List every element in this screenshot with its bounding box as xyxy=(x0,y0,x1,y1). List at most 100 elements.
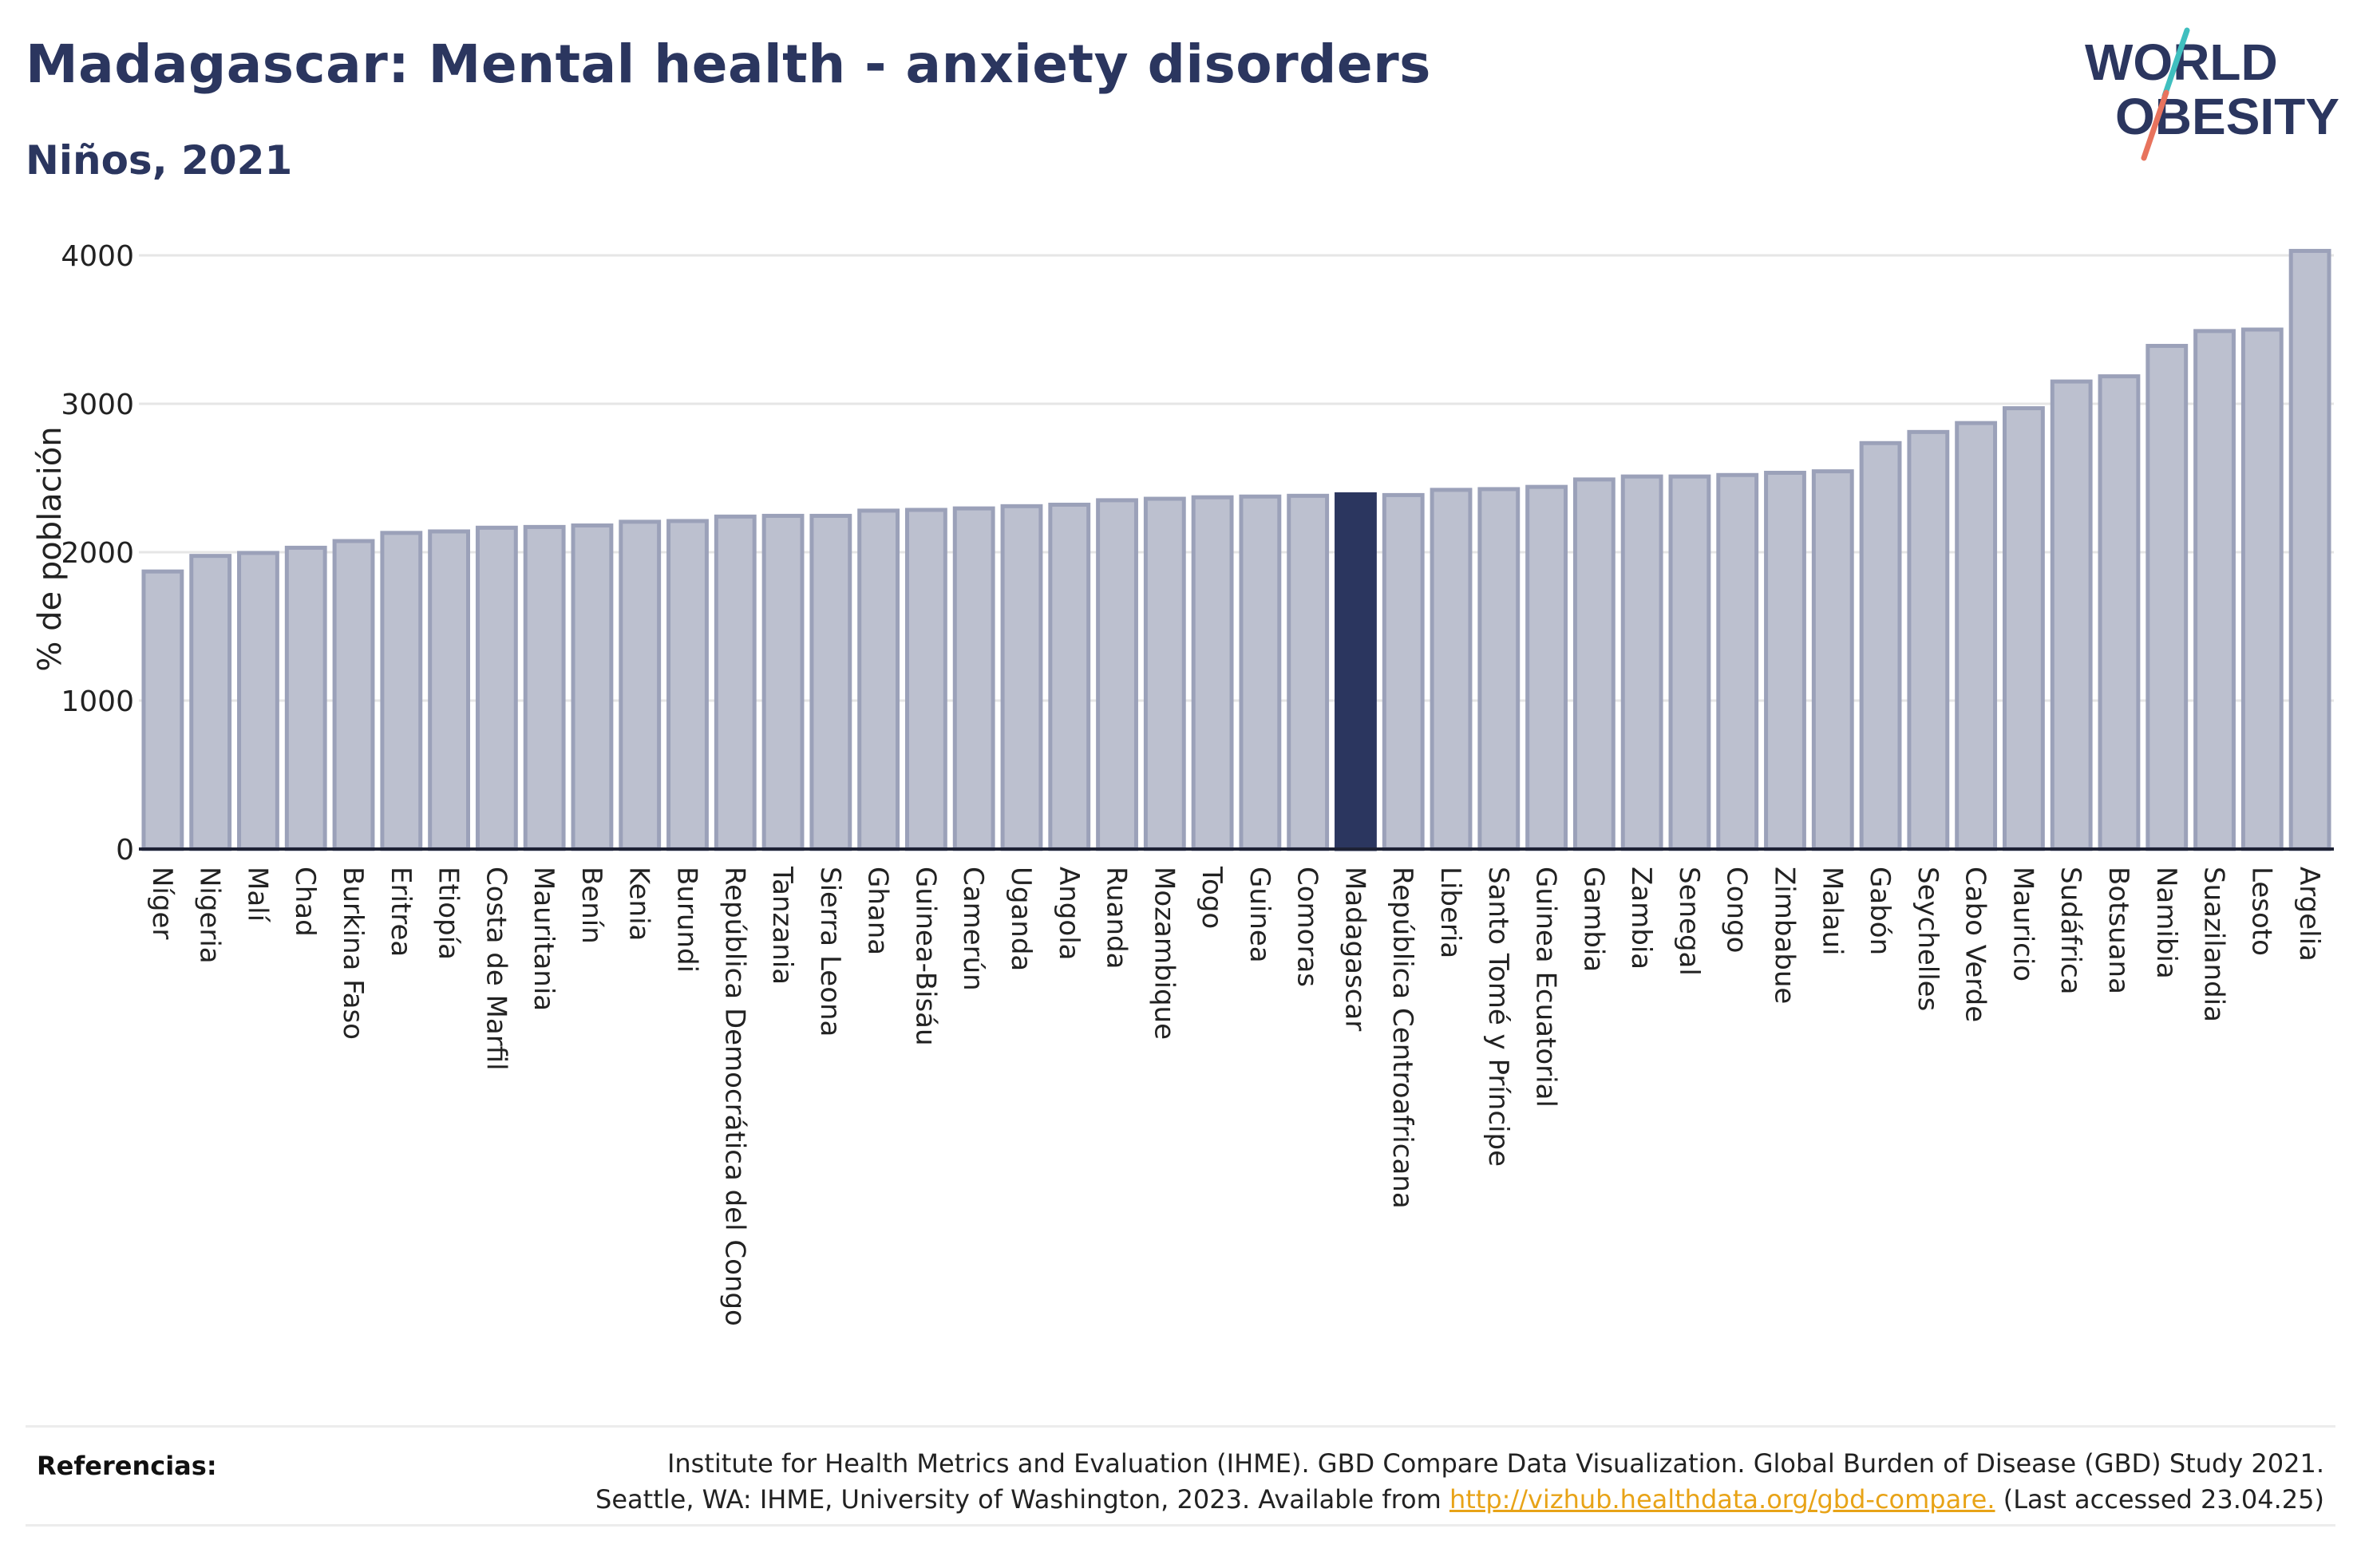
x-tick-label: Sierra Leona xyxy=(814,867,846,1037)
y-tick-label: 2000 xyxy=(61,537,134,570)
bar xyxy=(1811,469,1854,851)
bar xyxy=(571,523,614,851)
footer-divider-bottom xyxy=(26,1524,2335,1527)
bar xyxy=(284,545,327,851)
x-tick-label: Níger xyxy=(146,867,178,939)
bar xyxy=(666,519,709,851)
bar xyxy=(1907,429,1950,851)
bar xyxy=(2098,374,2141,851)
x-tick-label: Etiopía xyxy=(433,867,465,960)
bar xyxy=(1955,421,1998,851)
x-tick-label: Botsuana xyxy=(2102,867,2134,994)
bar xyxy=(857,508,900,851)
x-tick-label: Angola xyxy=(1053,867,1085,960)
x-tick-label: Zimbabue xyxy=(1769,867,1801,1004)
x-tick-label: Burundi xyxy=(671,867,703,973)
x-tick-label: Camerún xyxy=(957,867,989,991)
bar xyxy=(809,513,852,851)
bar xyxy=(1668,474,1711,851)
x-tick-label: Argelia xyxy=(2293,867,2325,962)
x-tick-label: Guinea Ecuatorial xyxy=(1530,867,1562,1108)
x-tick-label: Benín xyxy=(575,867,607,944)
x-tick-label: Eritrea xyxy=(385,867,417,957)
logo-slash-teal xyxy=(2161,27,2190,99)
x-tick-label: Guinea-Bisáu xyxy=(909,867,941,1046)
bar-chart: 0 1000 2000 3000 4000 % de población Níger Nige… xyxy=(32,240,2334,1326)
x-tick-label: Burkina Faso xyxy=(337,867,369,1040)
bar xyxy=(2288,248,2331,851)
x-tick-label: Kenia xyxy=(623,867,655,941)
x-tick-label: Uganda xyxy=(1005,867,1037,971)
world-obesity-logo: WORLD OBESITY xyxy=(2085,27,2339,161)
bar xyxy=(2240,327,2284,851)
bar xyxy=(1143,496,1186,851)
bar xyxy=(1477,487,1521,851)
bar xyxy=(2003,406,2045,851)
x-tick-label: Seychelles xyxy=(1912,867,1944,1011)
reference-line-2-suffix: (Last accessed 23.04.25) xyxy=(1995,1484,2324,1515)
bar xyxy=(1572,477,1616,851)
y-tick-label: 4000 xyxy=(61,240,134,273)
logo-slash-coral xyxy=(2141,89,2169,161)
bar xyxy=(1430,488,1473,851)
x-tick-label: Tanzania xyxy=(766,866,798,985)
bar xyxy=(1000,504,1043,851)
bar xyxy=(1525,484,1568,851)
x-tick-label: Namibia xyxy=(2150,867,2182,979)
bar xyxy=(1335,492,1377,851)
y-tick-label: 0 xyxy=(116,834,134,867)
bar xyxy=(952,506,995,851)
footer-divider-top xyxy=(26,1425,2335,1428)
bar xyxy=(237,551,279,851)
bar xyxy=(1716,472,1759,851)
bar xyxy=(141,569,184,851)
bar xyxy=(332,539,375,851)
y-tick-label: 3000 xyxy=(61,389,134,421)
x-tick-label: Congo xyxy=(1721,867,1753,953)
chart-subtitle: Niños, 2021 xyxy=(26,137,293,184)
bar xyxy=(2050,379,2093,851)
reference-link[interactable]: http://vizhub.healthdata.org/gbd-compare… xyxy=(1449,1484,1995,1515)
x-tick-label: Malí xyxy=(241,867,273,923)
references-text: Institute for Health Metrics and Evaluat… xyxy=(595,1446,2324,1518)
x-tick-label: Ruanda xyxy=(1101,867,1133,969)
x-tick-label: Mozambique xyxy=(1148,867,1180,1040)
x-tick-label: Liberia xyxy=(1434,867,1466,958)
x-tick-label: Togo xyxy=(1196,866,1228,929)
x-tick-label: Mauricio xyxy=(2007,867,2039,981)
reference-line-2-prefix: Seattle, WA: IHME, University of Washing… xyxy=(595,1484,1449,1515)
x-tick-label: República Centroafricana xyxy=(1386,867,1418,1209)
bar xyxy=(1096,498,1138,851)
x-tick-label: Lesoto xyxy=(2245,867,2277,956)
x-tick-label: Mauritania xyxy=(528,867,560,1011)
x-tick-label: Comoras xyxy=(1291,867,1323,987)
bar xyxy=(189,554,232,851)
bar xyxy=(523,524,566,851)
x-tick-label: Chad xyxy=(289,867,321,937)
bar xyxy=(2193,329,2236,851)
x-tick-label: Ghana xyxy=(862,867,894,955)
x-tick-label: Sudáfrica xyxy=(2055,867,2086,994)
bar xyxy=(1287,493,1330,851)
y-tick-label: 1000 xyxy=(61,685,134,718)
x-tick-label: República Democrática del Congo xyxy=(718,867,750,1326)
x-tick-label: Costa de Marfil xyxy=(480,867,512,1071)
x-tick-label: Senegal xyxy=(1673,867,1705,976)
bar xyxy=(475,525,518,851)
x-tick-label: Malaui xyxy=(1816,867,1848,955)
x-tick-label: Zambia xyxy=(1625,867,1657,970)
references-label: Referencias: xyxy=(37,1451,217,1481)
reference-line-2: Seattle, WA: IHME, University of Washing… xyxy=(595,1482,2324,1518)
x-tick-label: Santo Tomé y Príncipe xyxy=(1482,867,1514,1167)
bar xyxy=(1239,494,1282,851)
reference-line-1: Institute for Health Metrics and Evaluat… xyxy=(666,1448,2324,1479)
bar xyxy=(1191,495,1234,851)
x-tick-label: Suazilandia xyxy=(2198,867,2230,1022)
bar xyxy=(428,529,470,851)
bar xyxy=(1382,492,1425,851)
bar xyxy=(905,508,947,851)
bar xyxy=(761,513,805,851)
bar xyxy=(1764,470,1806,851)
bar xyxy=(714,514,757,851)
bar xyxy=(2145,343,2189,851)
